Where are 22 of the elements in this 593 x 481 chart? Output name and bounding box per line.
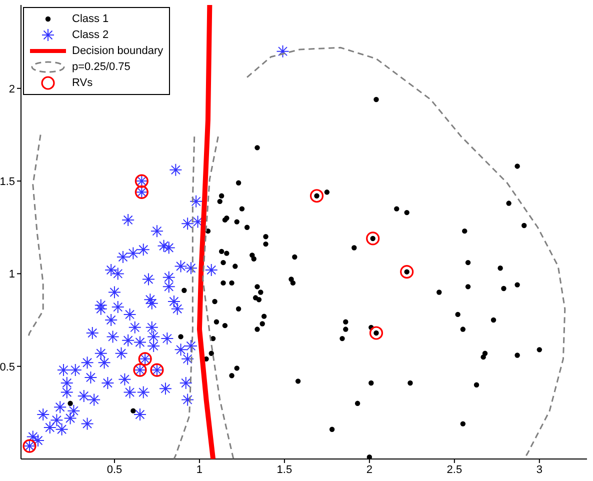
- x-tick-label: 0.5: [106, 464, 122, 476]
- legend-label: RVs: [72, 76, 93, 91]
- x-tick-label: 1.5: [276, 464, 292, 476]
- x-tick-label: 2: [366, 464, 372, 476]
- y-tick-label: 2: [8, 83, 15, 96]
- x-tick-label: 1: [196, 464, 203, 476]
- point: [400, 265, 414, 279]
- point: [366, 232, 380, 246]
- y-tick-label: 1: [8, 268, 15, 281]
- x-tick-label: 3: [536, 464, 542, 476]
- point: [310, 189, 324, 203]
- point: [369, 326, 384, 340]
- legend-label: Class 2: [72, 28, 109, 43]
- legend-label: Class 1: [72, 12, 109, 27]
- legend-label: p=0.25/0.75: [72, 60, 130, 75]
- x-tick-label: 2.5: [446, 464, 462, 476]
- line-series: [202, 136, 234, 459]
- y-tick-label: 0.5: [0, 361, 15, 374]
- y-tick-label: 1.5: [0, 176, 15, 188]
- legend-label: Decision boundary: [72, 44, 164, 59]
- line-series: [173, 136, 196, 459]
- line-series: [246, 46, 566, 459]
